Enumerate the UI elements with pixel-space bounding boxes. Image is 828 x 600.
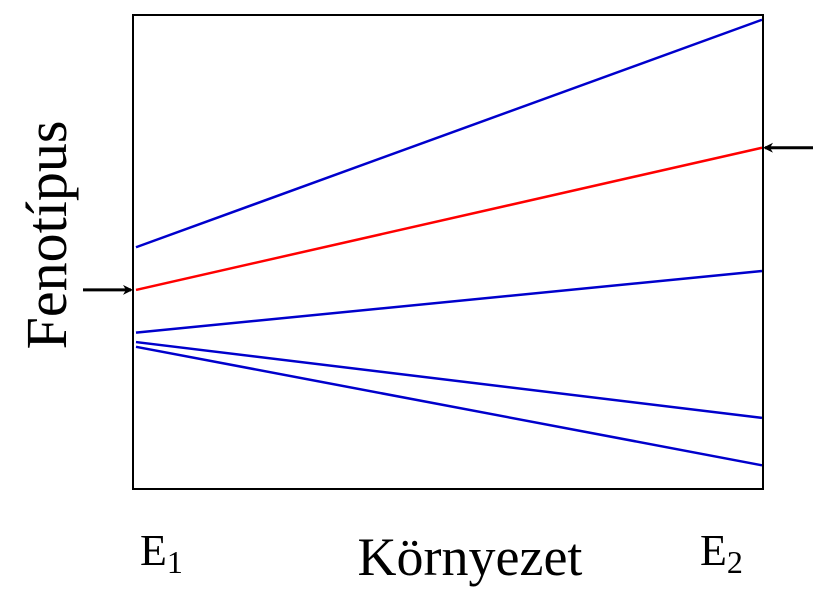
- x-tick-e1: E1: [140, 526, 183, 580]
- series-line-4: [135, 340, 763, 420]
- series-line-3: [135, 269, 763, 334]
- series-line-5: [135, 345, 763, 467]
- x-axis-label: Környezet: [358, 527, 583, 587]
- x-tick-e2: E2: [700, 526, 743, 580]
- arrows: [83, 142, 813, 295]
- series-lines: [135, 18, 763, 467]
- y-axis-label: Fenotípus: [14, 121, 79, 350]
- series-line-1: [135, 18, 763, 249]
- series-line-highlighted: [135, 146, 763, 292]
- plot-frame: [132, 14, 764, 490]
